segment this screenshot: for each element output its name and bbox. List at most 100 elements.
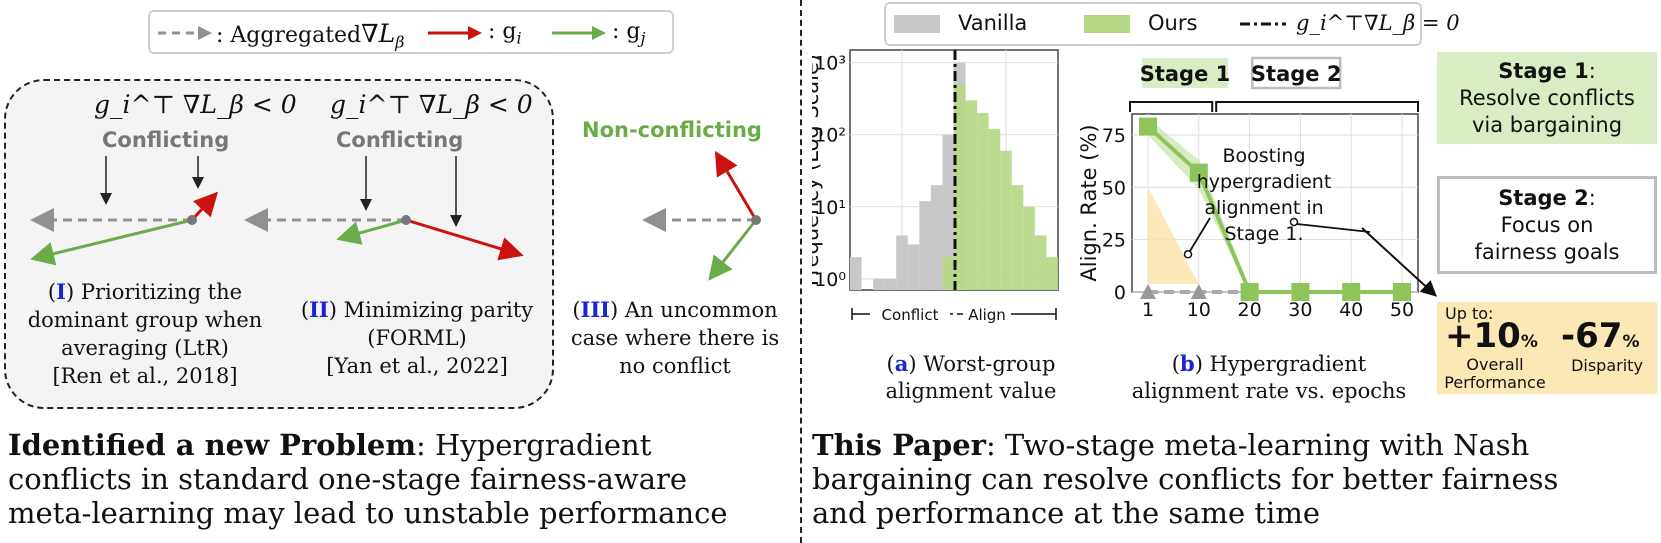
annotation-line: hypergradient: [1197, 171, 1332, 193]
vanilla-point: [1190, 284, 1207, 299]
green-arrow-icon: [552, 26, 606, 40]
ours-bar: [1046, 257, 1058, 290]
annotation-line: alignment in: [1204, 197, 1323, 219]
disparity-label: Disparity: [1571, 356, 1643, 375]
grey-dashed-arrow-icon: [158, 26, 212, 40]
y-axis-label: Align. Rate (%): [1080, 124, 1101, 281]
chart-a-caption: (a) Worst-group alignment value: [885, 351, 1057, 403]
case2-condition: g_i^⊤ ∇L_β < 0: [330, 90, 533, 119]
vanilla-bar: [896, 235, 908, 290]
performance-label: Overall Performance: [1444, 355, 1546, 392]
ours-bar: [977, 113, 989, 290]
case3-vectors: [642, 150, 761, 281]
y-tick-label: 10²: [814, 125, 846, 147]
ours-bar: [965, 100, 978, 290]
case2-conflict-label: Conflicting: [336, 128, 464, 152]
ours-bar: [1000, 150, 1012, 290]
case1-vectors: [30, 156, 219, 266]
vanilla-bar: [930, 185, 943, 290]
annotation-pointer: [1187, 217, 1211, 255]
red-arrow-icon: [428, 26, 482, 40]
label-bg: [870, 304, 950, 324]
disparity-reduction: -67%: [1561, 316, 1640, 356]
y-axis-label: Frequency (Log Scale): [812, 54, 823, 286]
vanilla-bar: [919, 201, 931, 290]
ours-legend-label: Ours: [1148, 11, 1198, 35]
vanilla-bar: [850, 257, 862, 290]
x-align-label: Align: [968, 306, 1006, 324]
x-conflict-label: Conflict: [882, 306, 939, 324]
nonconflict-label: Non-conflicting: [582, 118, 762, 142]
ours-confidence-band: [1148, 118, 1250, 292]
ours-bar: [988, 129, 1001, 290]
vanilla-legend-label: Vanilla: [958, 11, 1028, 35]
ours-bar: [954, 84, 966, 290]
annotation-pointer-arrow: [1361, 227, 1437, 297]
stage1-box: Stage 1: Resolve conflicts via bargainin…: [1437, 52, 1657, 144]
ours-bar: [1034, 235, 1047, 290]
problem-statement: Identified a new Problem: Hypergradient …: [8, 428, 728, 530]
label-bg: [963, 304, 1011, 324]
threshold-legend-label: g_i^⊤∇L_β = 0: [1296, 11, 1460, 35]
x-tick-label: 1: [1142, 299, 1154, 321]
annotation-pointer: [1296, 223, 1371, 233]
ours-swatch: [1084, 15, 1130, 33]
stage1-label-bg: [1142, 58, 1228, 88]
section-divider: [800, 0, 802, 543]
aggregated-legend-label: : Aggregated∇Lβ: [216, 19, 405, 52]
chart-b-caption: (b) Hypergradient alignment rate vs. epo…: [1131, 351, 1407, 403]
stage2-bracket: [1215, 101, 1419, 112]
boost-region: [1148, 187, 1199, 284]
vanilla-bar: [907, 244, 920, 290]
x-tick-label: 10: [1187, 299, 1211, 321]
y-tick-label: 0: [1114, 282, 1126, 304]
annotation-dot: [1183, 250, 1193, 259]
stage2-label: Stage 2: [1251, 62, 1342, 86]
threshold-line-icon: [1240, 22, 1286, 26]
x-tick-label: 40: [1339, 299, 1363, 321]
vanilla-point: [1140, 284, 1156, 299]
case2-caption: (II) Minimizing parity (FORML) [Yan et a…: [300, 297, 534, 378]
ours-bar: [1011, 185, 1024, 290]
x-tick-label: 30: [1288, 299, 1312, 321]
ours-point: [1393, 283, 1411, 301]
arrow-legend: : Aggregated∇Lβ : gi : gj: [148, 10, 674, 54]
y-tick-label: 25: [1102, 230, 1126, 252]
y-tick-label: 10¹: [814, 197, 846, 219]
stage1-label: Stage 1: [1140, 62, 1231, 86]
y-tick-label: 10⁰: [814, 269, 846, 291]
ours-bar: [942, 257, 954, 290]
case1-conflict-label: Conflicting: [102, 128, 230, 152]
y-tick-label: 10³: [814, 53, 846, 75]
ours-point: [1139, 117, 1157, 136]
performance-gain: +10%: [1445, 316, 1538, 356]
y-tick-label: 75: [1102, 125, 1126, 147]
ours-bar: [1023, 206, 1035, 290]
gi-legend-label: : gi: [488, 19, 522, 48]
stage2-label-bg: [1250, 56, 1342, 90]
chart-legend: Vanilla Ours g_i^⊤∇L_β = 0: [884, 2, 1460, 46]
case1-condition: g_i^⊤ ∇L_β < 0: [94, 90, 297, 119]
gj-legend-label: : gj: [612, 19, 646, 48]
vanilla-bar: [873, 278, 885, 290]
stage1-bracket: [1129, 101, 1214, 112]
annotation-line: Boosting: [1222, 145, 1305, 167]
gradient-vectors-diagram: [30, 150, 761, 281]
ours-point: [1240, 283, 1259, 301]
vanilla-swatch: [894, 15, 940, 33]
paper-statement: This Paper: Two-stage meta-learning with…: [812, 428, 1559, 530]
case1-caption: (I) Prioritizing the dominant group when…: [27, 279, 263, 388]
case3-caption: (III) An uncommon case where there is no…: [570, 297, 780, 378]
case2-vectors: [244, 156, 524, 261]
ours-point: [1189, 163, 1208, 182]
annotation-dot: [1289, 217, 1299, 227]
improvement-box: Up to: +10% Overall Performance -67% Dis…: [1437, 302, 1657, 394]
vanilla-bar: [884, 278, 897, 290]
stage2-box: Stage 2: Focus on fairness goals: [1437, 176, 1657, 274]
annotation-line: Stage 1.: [1224, 223, 1303, 245]
upto-label: Up to:: [1445, 304, 1494, 323]
x-tick-label: 20: [1238, 299, 1262, 321]
vanilla-bar: [942, 134, 954, 290]
